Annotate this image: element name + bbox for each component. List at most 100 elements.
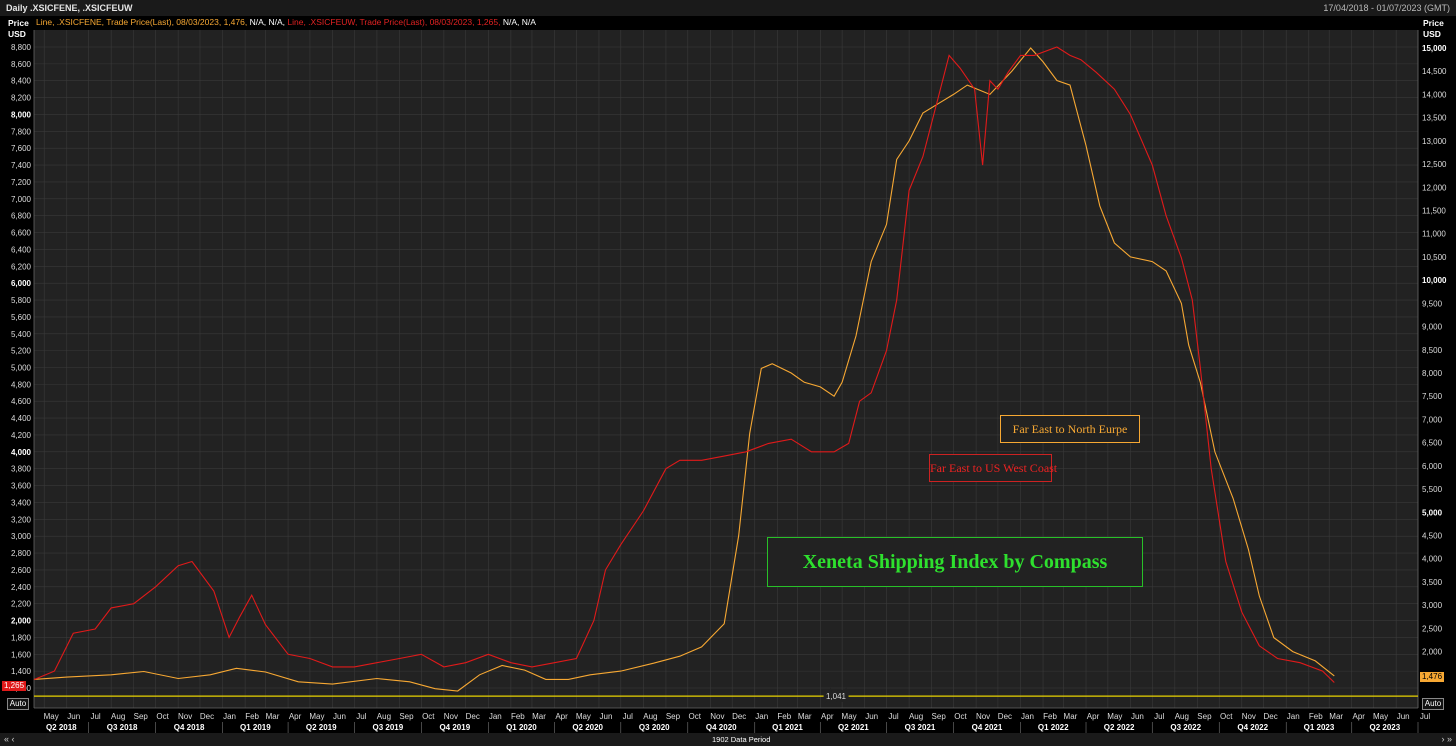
x-quarter-label: Q3 2020 (639, 723, 670, 732)
right-tick-label: 8,500 (1422, 346, 1443, 355)
left-tick-label: 6,000 (11, 279, 32, 288)
left-tick-label: 7,600 (11, 144, 32, 153)
right-tick-label: 7,500 (1422, 392, 1443, 401)
x-quarter-label: Q1 2023 (1304, 723, 1335, 732)
x-month-label: Nov (1242, 712, 1256, 721)
left-tick-label: 8,800 (11, 43, 32, 52)
left-tick-label: 4,000 (11, 448, 32, 457)
x-month-label: Oct (689, 712, 702, 721)
left-tick-label: 3,600 (11, 482, 32, 491)
x-month-label: Jul (888, 712, 898, 721)
left-last-value-badge: 1,265 (2, 681, 27, 691)
left-tick-label: 2,200 (11, 600, 32, 609)
left-tick-label: 1,600 (11, 650, 32, 659)
left-tick-label: 7,000 (11, 195, 32, 204)
x-month-label: Jan (223, 712, 236, 721)
left-tick-label: 6,600 (11, 229, 32, 238)
x-month-label: Jul (1420, 712, 1430, 721)
x-month-label: Apr (289, 712, 302, 721)
left-tick-label: 4,200 (11, 431, 32, 440)
x-month-label: Dec (200, 712, 214, 721)
left-tick-label: 7,800 (11, 127, 32, 136)
x-month-label: Jul (356, 712, 366, 721)
right-tick-label: 12,500 (1422, 160, 1447, 169)
legend-entry-xsicfeuw: Line, .XSICFEUW, Trade Price(Last), 08/0… (287, 17, 501, 27)
x-month-label: Feb (777, 712, 791, 721)
x-quarter-label: Q1 2019 (240, 723, 271, 732)
x-month-label: Feb (245, 712, 259, 721)
x-quarter-label: Q4 2019 (439, 723, 470, 732)
scroll-right-icon[interactable]: › » (1441, 734, 1452, 744)
x-quarter-label: Q3 2018 (107, 723, 138, 732)
x-month-label: Aug (1175, 712, 1189, 721)
legend-entry-xsicfene: Line, .XSICFENE, Trade Price(Last), 08/0… (36, 17, 248, 27)
series-legend: Line, .XSICFENE, Trade Price(Last), 08/0… (36, 16, 536, 28)
x-month-label: Aug (111, 712, 125, 721)
right-tick-label: 6,000 (1422, 462, 1443, 471)
x-quarter-label: Q3 2021 (905, 723, 936, 732)
left-tick-label: 5,400 (11, 330, 32, 339)
right-tick-label: 2,500 (1422, 624, 1443, 633)
x-month-label: Jun (600, 712, 613, 721)
right-tick-label: 9,500 (1422, 299, 1443, 308)
left-tick-label: 4,600 (11, 397, 32, 406)
left-tick-label: 3,400 (11, 498, 32, 507)
right-tick-label: 10,000 (1422, 276, 1447, 285)
left-tick-label: 8,000 (11, 110, 32, 119)
left-tick-label: 6,200 (11, 262, 32, 271)
x-month-label: Feb (511, 712, 525, 721)
status-bar: « ‹ 1902 Data Period › » (0, 733, 1456, 746)
series-line-xsicfene (33, 47, 1335, 692)
left-tick-label: 1,400 (11, 667, 32, 676)
series-line-xsicfeuw (33, 46, 1335, 683)
x-month-label: Nov (976, 712, 990, 721)
x-month-label: May (1107, 712, 1122, 721)
x-month-label: Jul (623, 712, 633, 721)
left-tick-label: 2,600 (11, 566, 32, 575)
left-tick-label: 6,400 (11, 245, 32, 254)
x-month-label: Nov (710, 712, 724, 721)
right-tick-label: 13,500 (1422, 114, 1447, 123)
x-quarter-label: Q3 2022 (1170, 723, 1201, 732)
x-month-label: Jan (1021, 712, 1034, 721)
x-quarter-label: Q2 2023 (1370, 723, 1401, 732)
x-quarter-label: Q1 2021 (772, 723, 803, 732)
x-month-label: Sep (399, 712, 414, 721)
x-month-label: Mar (1329, 712, 1343, 721)
left-tick-label: 5,800 (11, 296, 32, 305)
x-month-label: Aug (377, 712, 391, 721)
x-month-label: Nov (178, 712, 192, 721)
right-tick-label: 11,500 (1422, 207, 1446, 216)
right-tick-label: 5,000 (1422, 508, 1443, 517)
left-tick-label: 2,800 (11, 549, 32, 558)
x-month-label: Jun (1131, 712, 1144, 721)
right-axis-header: Price USD (1423, 18, 1444, 39)
right-tick-label: 11,000 (1422, 230, 1446, 239)
x-month-label: May (309, 712, 324, 721)
left-tick-label: 2,000 (11, 617, 32, 626)
x-month-label: Feb (1043, 712, 1057, 721)
right-tick-label: 4,000 (1422, 555, 1443, 564)
right-auto-scale-button[interactable]: Auto (1422, 698, 1444, 710)
x-month-label: Oct (1220, 712, 1233, 721)
left-tick-label: 2,400 (11, 583, 32, 592)
left-tick-label: 3,800 (11, 465, 32, 474)
left-tick-label: 5,200 (11, 347, 32, 356)
left-tick-label: 8,400 (11, 77, 32, 86)
left-auto-scale-button[interactable]: Auto (7, 698, 29, 710)
x-quarter-label: Q2 2020 (572, 723, 603, 732)
x-month-label: Apr (555, 712, 568, 721)
x-month-label: Jan (1287, 712, 1300, 721)
scroll-left-icon[interactable]: « ‹ (4, 734, 15, 744)
left-tick-label: 8,600 (11, 60, 32, 69)
chart-title: Daily .XSICFENE, .XSICFEUW (6, 3, 133, 13)
right-tick-label: 3,500 (1422, 578, 1443, 587)
left-axis-header: Price USD (8, 18, 29, 39)
annotation-chart-title: Xeneta Shipping Index by Compass (767, 537, 1143, 587)
right-tick-label: 14,500 (1422, 67, 1447, 76)
x-month-label: Sep (134, 712, 149, 721)
x-month-label: Oct (156, 712, 169, 721)
x-month-label: Jun (67, 712, 80, 721)
right-tick-label: 13,000 (1422, 137, 1447, 146)
